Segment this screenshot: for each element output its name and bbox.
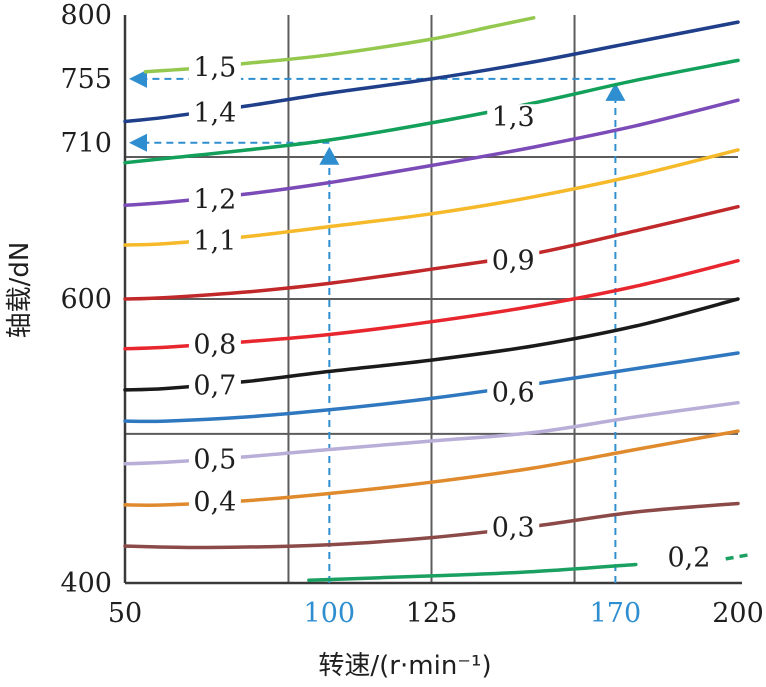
- series-line: [123, 204, 740, 301]
- series-line-dashed-tail: [725, 552, 751, 561]
- series-label: 1,5: [193, 53, 236, 84]
- series-line: [307, 562, 638, 582]
- x-tick-label: 50: [108, 598, 142, 629]
- y-tick-label: 400: [60, 568, 112, 599]
- series-label-background: [188, 372, 241, 399]
- x-tick-label: 100: [304, 598, 356, 629]
- series-label: 0,5: [193, 444, 236, 475]
- series-label: 1,2: [193, 185, 236, 216]
- series-label-background: [188, 331, 241, 358]
- series-label: 0,3: [492, 513, 535, 544]
- x-tick-label: 200: [712, 598, 764, 629]
- y-axis-label: 轴载/dN: [5, 242, 35, 339]
- series-label: 0,2: [667, 542, 710, 573]
- x-tick-label: 125: [406, 598, 458, 629]
- series-label: 1,3: [492, 102, 535, 133]
- series-label-background: [487, 104, 540, 131]
- series-label: 0,7: [193, 371, 236, 402]
- series-label-background: [662, 544, 715, 571]
- series-labels: 0,2 0,3 0,4 0,5 0,6 0,7 0,8 0,9 1,1 1,2 1,3 1,4 1,5: [188, 53, 715, 573]
- y-tick-label: 600: [60, 284, 112, 315]
- series-line: [143, 16, 536, 74]
- series-line: [123, 351, 740, 424]
- series-label-background: [487, 514, 540, 541]
- series-label: 0,4: [193, 487, 236, 518]
- series-label-background: [188, 186, 241, 213]
- series-label-background: [188, 489, 241, 516]
- series-label-background: [487, 379, 540, 406]
- y-tick-label: 800: [60, 0, 112, 31]
- y-tick-label: 755: [60, 64, 112, 95]
- series-label-background: [188, 54, 241, 81]
- series-label-background: [188, 227, 241, 254]
- series-label: 1,1: [193, 226, 236, 257]
- y-tick-label: 710: [60, 128, 112, 159]
- series-label-background: [188, 99, 241, 126]
- reference-arrow-up: [605, 82, 626, 101]
- y-tick-labels: 400 600 710 755 800: [60, 0, 112, 599]
- series-line: [123, 58, 740, 165]
- series-label: 0,8: [193, 329, 236, 360]
- reference-arrow-left: [129, 69, 147, 88]
- series-label-background: [487, 247, 540, 274]
- series-label-background: [188, 446, 241, 473]
- series-line: [123, 501, 740, 550]
- x-axis-label: 转速/(r·min⁻¹): [318, 651, 491, 681]
- reference-arrow-left: [129, 133, 147, 152]
- x-tick-labels: 50 100 125 170 200: [108, 598, 764, 629]
- series-label: 0,6: [492, 378, 535, 409]
- x-tick-label: 170: [590, 598, 642, 629]
- reference-arrow-up: [319, 146, 340, 165]
- series-label: 0,9: [492, 246, 535, 277]
- series-label: 1,4: [193, 98, 236, 129]
